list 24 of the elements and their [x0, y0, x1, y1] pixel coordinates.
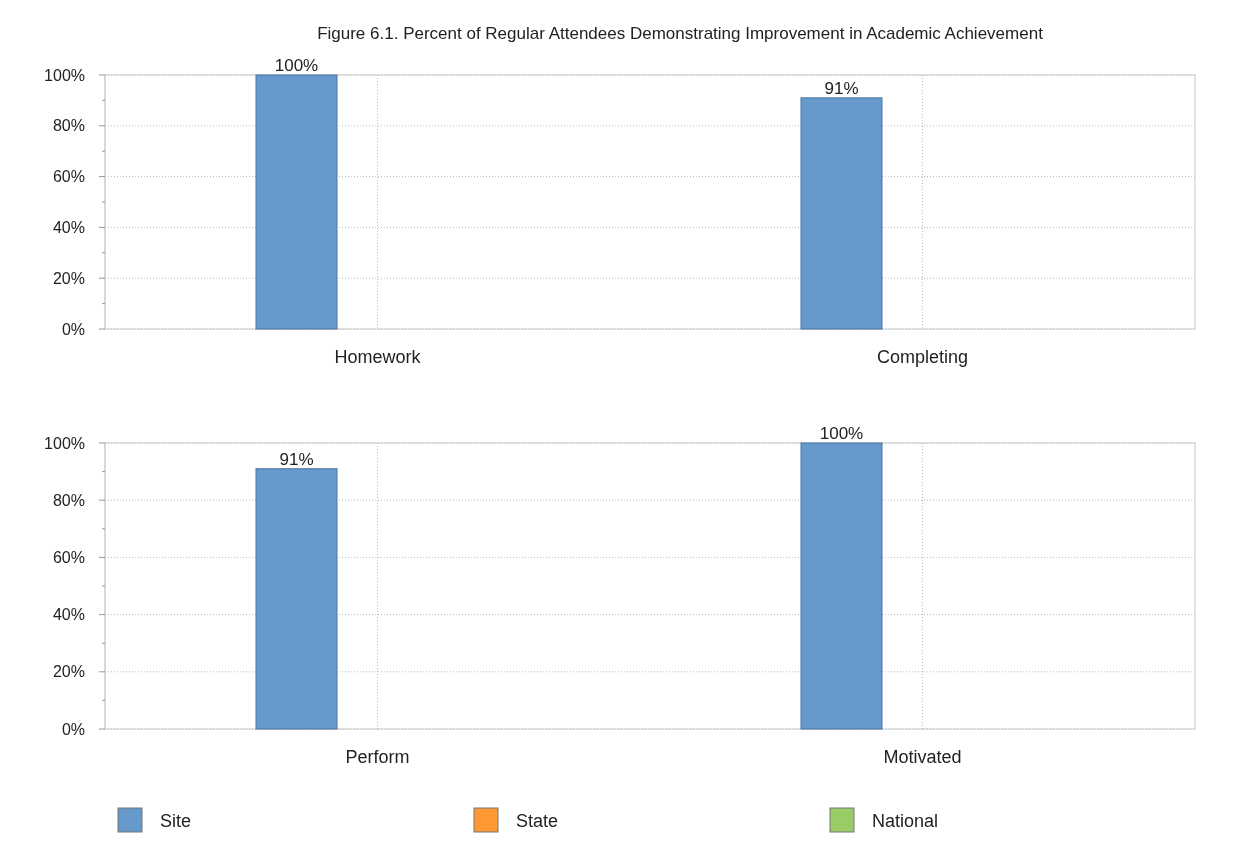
legend-label: Site [160, 811, 192, 832]
x-tick-label: Motivated [883, 747, 962, 767]
y-tick-label: 80% [52, 117, 85, 135]
data-label: 100% [819, 424, 864, 443]
y-tick-label: 40% [52, 606, 85, 624]
y-tick-label: 60% [52, 168, 85, 186]
data-label: 91% [824, 78, 859, 98]
x-tick-label: Completing [876, 347, 969, 367]
data-label: 100% [274, 56, 319, 75]
y-tick-label: 20% [52, 269, 85, 287]
y-tick-label: 0% [61, 720, 85, 738]
y-tick-label: 80% [52, 491, 85, 509]
x-tick-label: Homework [334, 347, 422, 367]
x-tick-label: Perform [345, 747, 410, 767]
data-label: 91% [279, 449, 314, 469]
y-tick-label: 100% [44, 434, 85, 452]
y-tick-label: 20% [52, 663, 85, 681]
y-tick-label: 60% [52, 549, 85, 566]
legend-label: State [516, 811, 559, 832]
y-tick-label: 100% [44, 66, 85, 84]
y-tick-label: 0% [61, 320, 85, 338]
chart-title: Figure 6.1. Percent of Regular Attendees Demonstrating Improvement in Academic Achievement [317, 24, 1044, 43]
legend-label: National [872, 811, 939, 832]
y-tick-label: 40% [52, 219, 85, 236]
